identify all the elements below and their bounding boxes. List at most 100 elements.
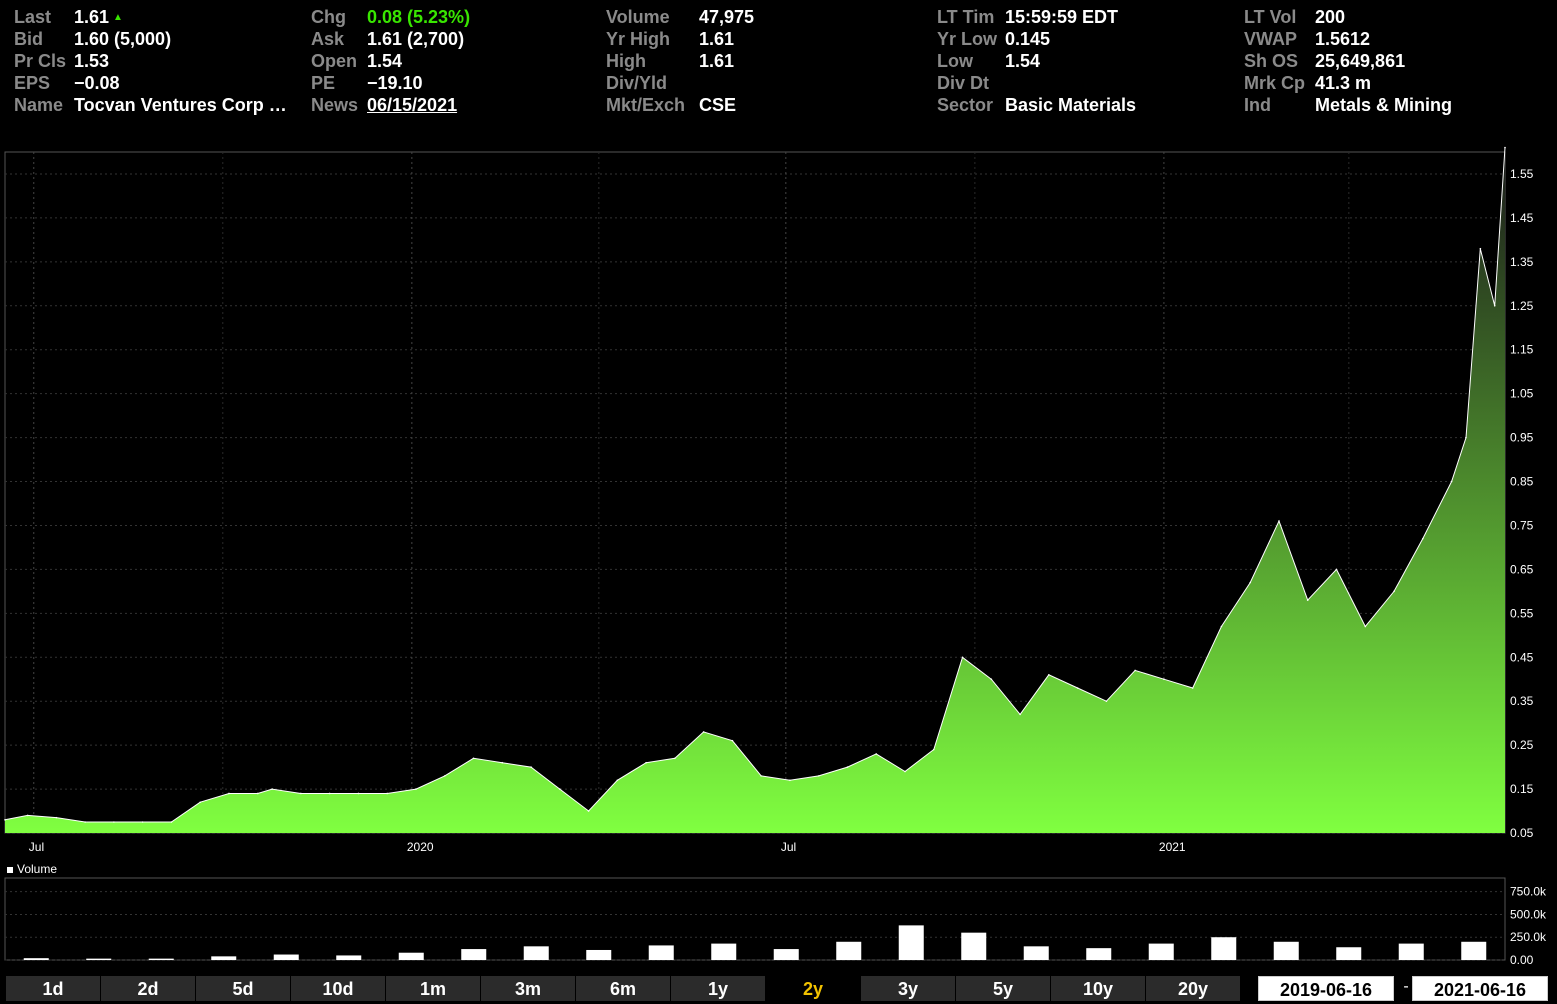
volume-bar (1086, 948, 1112, 960)
price-point (199, 801, 202, 804)
price-xtick-label: 2020 (407, 840, 434, 854)
price-ytick-label: 0.25 (1510, 738, 1534, 752)
quote-prcls: Pr Cls 1.53 (14, 50, 109, 72)
price-point (4, 819, 6, 821)
quote-name: Name Tocvan Ventures Corp … (14, 94, 287, 116)
range-button-1m[interactable]: 1m (386, 976, 481, 1001)
quote-ask: Ask 1.61 (2,700) (311, 28, 464, 50)
quote-panel: Last 1.61 ▲ Bid 1.60 (5,000) Pr Cls 1.53 EPS… (0, 6, 1557, 126)
open-label: Open (311, 51, 358, 71)
mktexch-value: CSE (699, 95, 737, 115)
price-point (1493, 304, 1496, 307)
price-point (1048, 674, 1050, 676)
ask-label: Ask (311, 29, 345, 49)
price-point (55, 816, 58, 819)
chg-label: Chg (311, 7, 346, 27)
price-chart[interactable]: 0.05 0.15 0.25 0.35 0.45 0.55 0.65 0.75 0.85 0.95… (0, 0, 1557, 860)
price-ytick-label: 1.45 (1510, 211, 1534, 225)
volume-bar (836, 941, 862, 960)
price-point (961, 656, 964, 659)
price-ytick-label: 0.75 (1510, 518, 1534, 532)
high-value: 1.61 (699, 51, 735, 71)
price-point (415, 788, 417, 790)
range-button-5d[interactable]: 5d (196, 976, 291, 1001)
price-point (26, 814, 29, 817)
range-button-10y[interactable]: 10y (1051, 976, 1146, 1001)
lttim-label: LT Tim (937, 7, 995, 27)
volume-legend: Volume (7, 862, 57, 876)
date-from-field[interactable]: 2019-06-16 (1258, 976, 1394, 1001)
date-separator: - (1403, 978, 1409, 995)
price-point (1306, 599, 1309, 601)
price-point (1335, 568, 1338, 571)
price-point (731, 739, 734, 742)
range-button-1y[interactable]: 1y (671, 976, 766, 1001)
chg-value: 0.08 (5.23%) (367, 7, 471, 27)
price-point (300, 792, 302, 795)
volume-value: 47,975 (699, 7, 755, 27)
vwap-value: 1.5612 (1315, 29, 1371, 49)
yrlow-value: 0.145 (1005, 29, 1051, 49)
price-point (1220, 625, 1223, 628)
range-button-10d[interactable]: 10d (291, 976, 386, 1001)
mrkcp-label: Mrk Cp (1244, 73, 1306, 93)
range-button-1d[interactable]: 1d (6, 976, 101, 1001)
price-point (645, 761, 647, 764)
volume-bar (773, 949, 799, 960)
price-ytick-label: 1.05 (1510, 387, 1534, 401)
volume-chart[interactable]: 0.00 250.0k 500.0k 750.0k (0, 0, 1557, 975)
high-label: High (606, 51, 646, 71)
price-point (1076, 687, 1079, 689)
quote-chg: Chg 0.08 (5.23%) (311, 6, 470, 28)
range-button-6m[interactable]: 6m (576, 976, 671, 1001)
divyld-label: Div/Yld (606, 73, 668, 93)
bid-value: 1.60 (5,000) (74, 29, 172, 49)
prcls-value: 1.53 (74, 51, 110, 71)
price-point (386, 792, 388, 795)
price-point (113, 821, 115, 823)
volume-bar (398, 952, 424, 960)
vwap-label: VWAP (1244, 29, 1298, 49)
prcls-label: Pr Cls (14, 51, 67, 71)
date-to-field[interactable]: 2021-06-16 (1412, 976, 1548, 1001)
price-point (1364, 625, 1367, 628)
range-button-3y[interactable]: 3y (861, 976, 956, 1001)
price-line (4, 147, 1506, 823)
volume-ytick-label: 750.0k (1510, 885, 1547, 899)
price-point (1422, 537, 1424, 540)
price-ytick-label: 0.45 (1510, 650, 1534, 664)
volume-label: Volume (606, 7, 670, 27)
quote-high: High 1.61 (606, 50, 734, 72)
volume-bar (461, 949, 487, 960)
price-ytick-label: 0.05 (1510, 826, 1534, 840)
range-button-20y[interactable]: 20y (1146, 976, 1241, 1001)
quote-low: Low 1.54 (937, 50, 1040, 72)
mrkcp-value: 41.3 m (1315, 73, 1372, 93)
quote-last: Last 1.61 ▲ (14, 6, 123, 29)
volume-bar (23, 958, 49, 960)
price-point (558, 788, 561, 790)
range-button-2d[interactable]: 2d (101, 976, 196, 1001)
range-button-3m[interactable]: 3m (481, 976, 576, 1001)
price-point (990, 678, 993, 681)
range-button-2y[interactable]: 2y (766, 976, 861, 1001)
pe-value: −19.10 (367, 73, 423, 93)
quote-lttim: LT Tim 15:59:59 EDT (937, 6, 1118, 28)
quote-ltvol: LT Vol 200 (1244, 6, 1345, 28)
eps-label: EPS (14, 73, 51, 93)
quote-vwap: VWAP 1.5612 (1244, 28, 1370, 50)
price-point (1105, 700, 1108, 702)
price-point (1504, 146, 1506, 149)
last-label: Last (14, 7, 52, 27)
volume-bar (711, 943, 737, 960)
price-point (587, 810, 590, 812)
volume-bar (961, 932, 987, 960)
price-xtick-label: Jul (781, 840, 796, 854)
price-point (1465, 436, 1467, 439)
range-button-5y[interactable]: 5y (956, 976, 1051, 1001)
news-link[interactable]: 06/15/2021 (367, 95, 458, 115)
price-point (1450, 480, 1453, 483)
price-ytick-label: 1.25 (1510, 299, 1534, 313)
quote-open: Open 1.54 (311, 50, 402, 72)
ask-value: 1.61 (2,700) (367, 29, 465, 49)
